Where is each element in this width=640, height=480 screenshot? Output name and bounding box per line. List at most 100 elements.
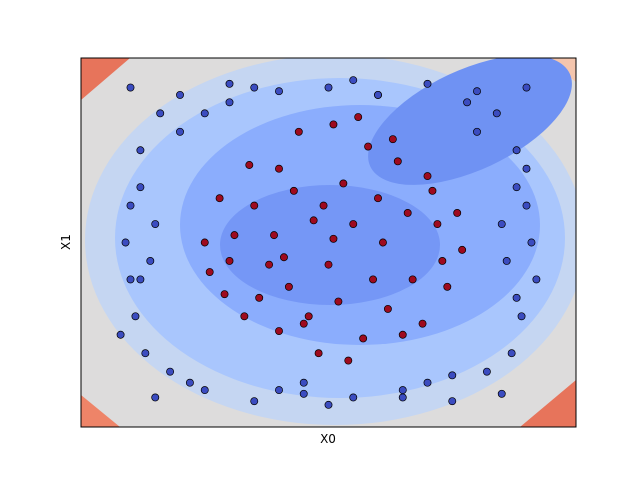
- point: [126, 201, 135, 210]
- point: [146, 257, 155, 265]
- point: [136, 183, 145, 192]
- point: [448, 371, 457, 380]
- point: [383, 304, 392, 313]
- point: [136, 275, 145, 284]
- point: [334, 297, 343, 306]
- point: [176, 90, 184, 99]
- point: [250, 397, 259, 406]
- point: [369, 275, 377, 284]
- point: [497, 389, 506, 398]
- point: [423, 378, 432, 387]
- point: [492, 109, 501, 118]
- point: [379, 238, 387, 247]
- point: [522, 164, 531, 173]
- point: [482, 367, 491, 376]
- point: [275, 327, 283, 336]
- point: [374, 194, 382, 203]
- point: [512, 293, 521, 302]
- point: [176, 127, 184, 136]
- point: [507, 349, 516, 358]
- point: [527, 238, 536, 247]
- point: [403, 209, 412, 217]
- point: [522, 83, 531, 92]
- point: [532, 275, 541, 284]
- y-axis-label: X1: [59, 234, 73, 250]
- point: [225, 98, 234, 107]
- point: [319, 201, 328, 210]
- point: [220, 290, 229, 299]
- point: [215, 194, 224, 203]
- point: [388, 135, 397, 144]
- point: [324, 400, 333, 409]
- point: [512, 146, 521, 155]
- point: [121, 238, 130, 247]
- point: [517, 312, 526, 321]
- point: [423, 172, 432, 181]
- point: [126, 275, 135, 284]
- point: [205, 268, 214, 276]
- point: [473, 87, 481, 96]
- point: [443, 282, 452, 291]
- point: [275, 87, 283, 96]
- point: [141, 349, 150, 358]
- point: [255, 293, 264, 302]
- point: [200, 109, 209, 118]
- point: [398, 330, 407, 339]
- point: [299, 389, 308, 398]
- point: [329, 120, 338, 129]
- point: [230, 231, 239, 240]
- point: [294, 127, 303, 136]
- point: [408, 275, 417, 284]
- point: [324, 83, 333, 92]
- point: [349, 393, 358, 402]
- point: [374, 90, 382, 99]
- point: [329, 234, 338, 243]
- point: [349, 220, 358, 228]
- point: [200, 238, 209, 247]
- point: [497, 220, 506, 228]
- point: [200, 386, 209, 395]
- point: [270, 231, 278, 240]
- point: [393, 157, 402, 166]
- point: [349, 76, 358, 85]
- point: [166, 367, 175, 376]
- point: [284, 282, 293, 291]
- point: [398, 386, 407, 395]
- axes-frame: [80, 57, 577, 428]
- point: [458, 245, 467, 254]
- point: [364, 142, 373, 151]
- point: [131, 312, 140, 321]
- point: [309, 216, 318, 225]
- point: [502, 257, 511, 265]
- point: [156, 109, 165, 118]
- point: [289, 186, 298, 195]
- point: [151, 393, 160, 402]
- point: [275, 164, 283, 173]
- point: [354, 113, 363, 121]
- point: [438, 257, 447, 265]
- x-axis-label: X0: [320, 432, 336, 446]
- point: [448, 397, 457, 406]
- point: [304, 312, 313, 321]
- point: [423, 79, 432, 88]
- point: [265, 260, 274, 269]
- point: [136, 146, 145, 155]
- point: [240, 312, 249, 321]
- point: [463, 98, 472, 107]
- point: [433, 220, 442, 228]
- point: [359, 334, 368, 343]
- point: [344, 356, 353, 365]
- point: [280, 253, 288, 262]
- point: [512, 183, 521, 192]
- point: [116, 330, 125, 339]
- point: [245, 161, 254, 169]
- point: [398, 393, 407, 402]
- point: [225, 257, 234, 265]
- point: [324, 260, 333, 269]
- point: [185, 378, 194, 387]
- point: [151, 220, 160, 228]
- point: [314, 349, 323, 358]
- point: [428, 186, 437, 195]
